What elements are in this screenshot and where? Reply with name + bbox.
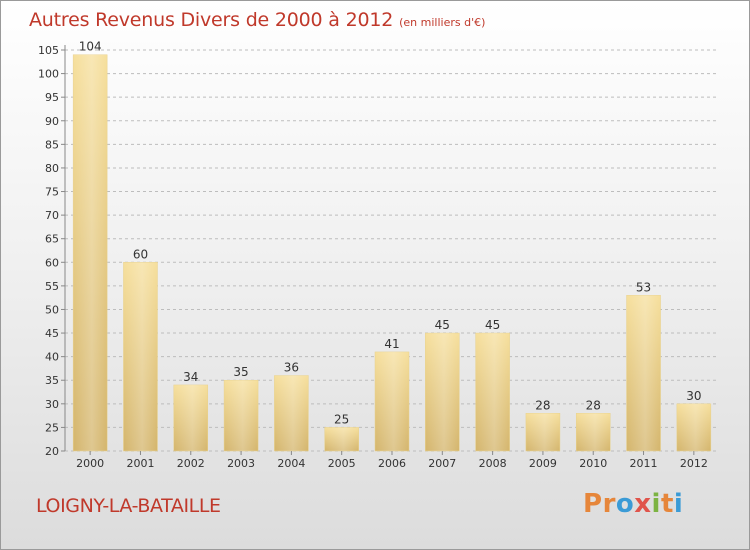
- x-tick-label: 2003: [227, 457, 255, 470]
- x-tick-label: 2009: [529, 457, 557, 470]
- bar-highlight: [73, 54, 108, 451]
- y-tick-label: 60: [45, 256, 59, 269]
- bar-value-label: 28: [586, 398, 601, 412]
- bar-value-label: 35: [233, 365, 248, 379]
- chart-title: Autres Revenus Divers de 2000 à 2012 (en …: [29, 9, 485, 31]
- proxiti-logo[interactable]: Proxiti: [583, 489, 683, 519]
- x-tick-label: 2010: [579, 457, 607, 470]
- bar-value-label: 60: [133, 247, 148, 261]
- title-text: Autres Revenus Divers de 2000 à 2012: [29, 9, 394, 31]
- y-tick-label: 75: [45, 186, 59, 199]
- bar-value-label: 104: [79, 40, 102, 54]
- y-tick-label: 55: [45, 280, 59, 293]
- bar-highlight: [274, 375, 309, 451]
- bar-value-label: 53: [636, 280, 651, 294]
- title-unit: (en milliers d'€): [399, 16, 486, 29]
- y-tick-label: 105: [38, 44, 59, 57]
- x-tick-label: 2006: [378, 457, 406, 470]
- logo-letter: t: [660, 489, 674, 519]
- bar-value-label: 36: [284, 361, 299, 375]
- y-tick-label: 35: [45, 374, 59, 387]
- x-tick-label: 2002: [177, 457, 205, 470]
- y-tick-label: 20: [45, 445, 59, 458]
- x-tick-label: 2011: [630, 457, 658, 470]
- bar-value-label: 25: [334, 412, 349, 426]
- x-tick-label: 2005: [328, 457, 356, 470]
- y-tick-label: 50: [45, 303, 59, 316]
- bar-highlight: [123, 262, 158, 451]
- x-axis-labels: 2000 2001 2002 2003 2004 2005 2006 2007 2008 2009…: [76, 451, 708, 470]
- bar-highlight: [324, 427, 359, 451]
- bar-value-label: 30: [686, 389, 701, 403]
- bar-value-label: 41: [384, 337, 399, 351]
- x-tick-label: 2008: [479, 457, 507, 470]
- x-tick-label: 2004: [277, 457, 305, 470]
- y-tick-label: 100: [38, 68, 59, 81]
- y-tick-label: 95: [45, 91, 59, 104]
- x-tick-label: 2012: [680, 457, 708, 470]
- y-tick-label: 80: [45, 162, 59, 175]
- bar-highlight: [224, 380, 259, 451]
- y-tick-label: 45: [45, 327, 59, 340]
- logo-letter: r: [602, 489, 616, 519]
- bar-highlight: [676, 403, 711, 451]
- y-tick-label: 25: [45, 421, 59, 434]
- bar-value-label: 45: [485, 318, 500, 332]
- bar-highlight: [425, 333, 460, 451]
- y-tick-label: 65: [45, 233, 59, 246]
- bar-value-label: 34: [183, 370, 198, 384]
- bar-highlight: [375, 351, 409, 451]
- y-tick-label: 30: [45, 398, 59, 411]
- bar-value-label: 45: [435, 318, 450, 332]
- logo-letter: i: [673, 489, 684, 519]
- bars: 104 60 34 35 36 25 41 45 45 28 28 53 30: [72, 40, 712, 452]
- bar-highlight: [475, 333, 510, 451]
- bar-highlight: [525, 413, 560, 451]
- bar-highlight: [626, 295, 661, 451]
- bar-value-label: 28: [535, 398, 550, 412]
- y-tick-label: 90: [45, 115, 59, 128]
- y-axis: 20 25 30 35 40 45 50 55 60 65 70 75 80 85 90 95 100 105: [38, 44, 66, 458]
- logo-letter: i: [651, 489, 661, 519]
- x-tick-label: 2000: [76, 457, 104, 470]
- y-tick-label: 85: [45, 138, 59, 151]
- y-tick-label: 70: [45, 209, 59, 222]
- x-tick-label: 2001: [126, 457, 154, 470]
- logo-letter: x: [634, 489, 652, 519]
- bar-highlight: [173, 384, 208, 451]
- y-tick-label: 40: [45, 351, 59, 364]
- logo-letter: o: [615, 489, 635, 519]
- bar-highlight: [576, 413, 611, 451]
- logo-letter: P: [583, 489, 603, 519]
- place-name: LOIGNY-LA-BATAILLE: [36, 495, 221, 517]
- x-tick-label: 2007: [428, 457, 456, 470]
